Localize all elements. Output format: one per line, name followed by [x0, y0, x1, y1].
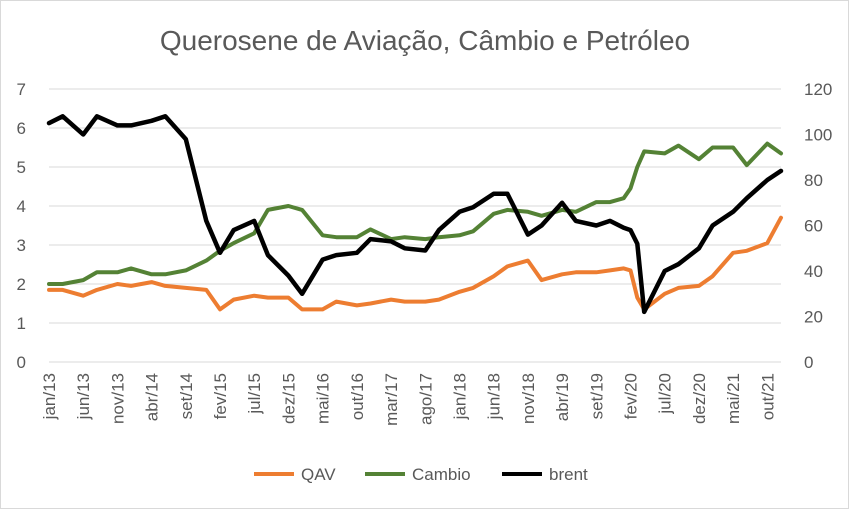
x-tick-label: jun/18 — [485, 373, 504, 420]
x-tick-label: abr/19 — [553, 373, 572, 421]
x-tick-label: jun/13 — [74, 373, 93, 420]
chart-title: Querosene de Aviação, Câmbio e Petróleo — [160, 25, 690, 56]
y-left-tick-label: 6 — [17, 119, 26, 138]
x-tick-label: jul/20 — [656, 373, 675, 415]
x-tick-label: out/16 — [348, 373, 367, 420]
legend-label-brent: brent — [549, 465, 588, 484]
y-right-tick-label: 60 — [804, 217, 823, 236]
y-left-tick-label: 0 — [17, 353, 26, 372]
y-left-tick-label: 2 — [17, 275, 26, 294]
x-tick-label: set/14 — [177, 373, 196, 419]
x-tick-label: nov/13 — [108, 373, 127, 424]
legend-label-qav: QAV — [301, 465, 336, 484]
x-tick-label: nov/18 — [519, 373, 538, 424]
x-tick-label: dez/15 — [279, 373, 298, 424]
x-tick-label: abr/14 — [143, 373, 162, 421]
legend: QAV Cambio brent — [254, 465, 588, 484]
x-tick-label: jul/15 — [245, 373, 264, 415]
x-tick-label: out/21 — [758, 373, 777, 420]
y-right-tick-label: 40 — [804, 262, 823, 281]
x-tick-label: mar/17 — [382, 373, 401, 426]
x-tick-label: fev/20 — [621, 373, 640, 419]
y-left-tick-label: 3 — [17, 236, 26, 255]
x-tick-label: set/19 — [587, 373, 606, 419]
x-tick-label: ago/17 — [416, 373, 435, 425]
x-tick-label: fev/15 — [211, 373, 230, 419]
x-tick-label: jan/18 — [450, 373, 469, 420]
series-line-cambio — [47, 141, 783, 286]
series-line-qav — [47, 215, 783, 312]
y-right-tick-label: 20 — [804, 308, 823, 327]
y-left-tick-label: 7 — [17, 80, 26, 99]
legend-label-cambio: Cambio — [412, 465, 471, 484]
right-y-axis: 0 20 40 60 80 100 120 — [804, 80, 832, 372]
x-axis: jan/13 jun/13 nov/13 abr/14 set/14 fev/15 jul/… — [40, 373, 777, 426]
y-right-tick-label: 100 — [804, 126, 832, 145]
y-right-tick-label: 80 — [804, 171, 823, 190]
y-left-tick-label: 1 — [17, 314, 26, 333]
y-left-tick-label: 4 — [17, 197, 26, 216]
y-right-tick-label: 0 — [804, 353, 813, 372]
x-tick-label: mai/21 — [724, 373, 743, 424]
x-tick-label: dez/20 — [690, 373, 709, 424]
y-left-tick-label: 5 — [17, 158, 26, 177]
x-tick-label: mai/16 — [314, 373, 333, 424]
series-lines — [46, 114, 784, 315]
y-right-tick-label: 120 — [804, 80, 832, 99]
series-line-brent — [46, 114, 784, 315]
gridlines — [49, 88, 781, 363]
left-y-axis: 0 1 2 3 4 5 6 7 — [17, 80, 26, 372]
x-tick-label: jan/13 — [40, 373, 59, 420]
